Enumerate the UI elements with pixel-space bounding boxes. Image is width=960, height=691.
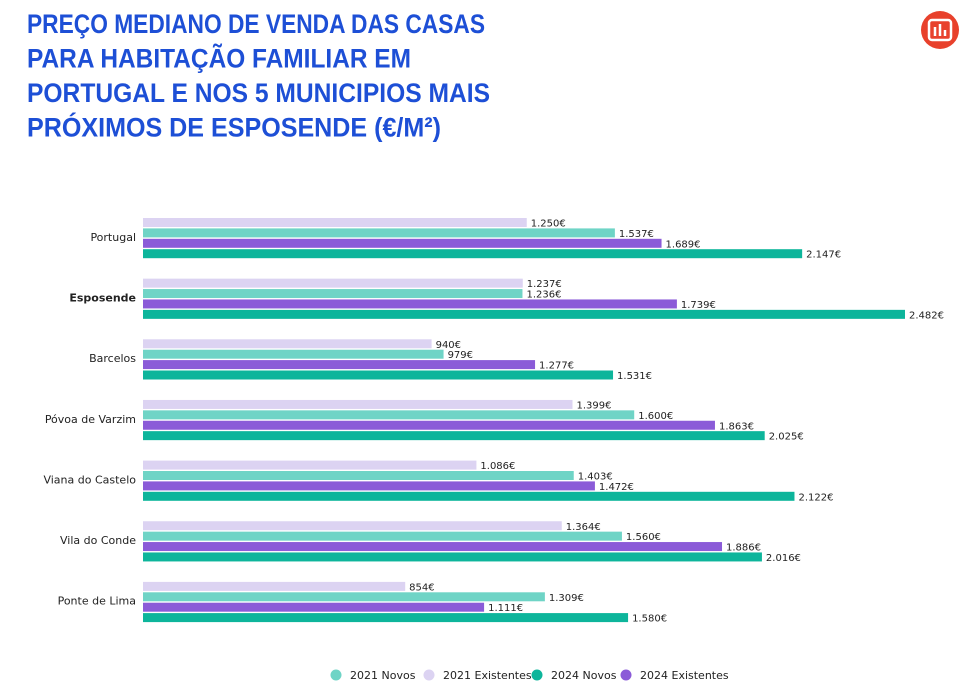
value-label: 1.309€: [549, 593, 584, 604]
value-label: 1.863€: [719, 421, 754, 432]
bar: [143, 542, 723, 552]
bar: [143, 309, 905, 319]
value-label: 1.886€: [726, 543, 761, 554]
value-label: 1.086€: [480, 461, 515, 472]
bar: [143, 491, 795, 501]
bar: [143, 349, 444, 359]
legend-marker: [423, 669, 435, 681]
bar: [143, 420, 715, 430]
bar: [143, 299, 677, 309]
value-label: 1.472€: [599, 482, 634, 493]
bar: [143, 481, 595, 491]
bar: [143, 370, 614, 380]
bar: [143, 289, 523, 299]
category-label: Barcelos: [89, 352, 136, 365]
value-label: 1.560€: [626, 532, 661, 543]
value-label: 1.600€: [638, 411, 673, 422]
bar: [143, 602, 485, 612]
category-label: Esposende: [69, 291, 136, 304]
bar: [143, 471, 574, 480]
value-label: 1.236€: [526, 290, 561, 301]
chart-title: PREÇO MEDIANO DE VENDA DAS CASAS: [27, 9, 485, 39]
chart-title: PARA HABITAÇÃO FAMILIAR EM: [27, 43, 411, 74]
legend-label: 2021 Novos: [350, 669, 416, 682]
value-label: 1.689€: [666, 239, 701, 250]
bar: [143, 431, 765, 441]
bar: [143, 399, 573, 409]
category-label: Portugal: [90, 231, 136, 244]
value-label: 1.739€: [681, 300, 716, 311]
value-label: 1.111€: [488, 603, 523, 614]
category-label: Ponte de Lima: [58, 595, 136, 608]
bar: [143, 228, 615, 238]
value-label: 1.250€: [531, 219, 566, 230]
category-label: Vila do Conde: [60, 534, 136, 547]
value-label: 940€: [436, 340, 461, 351]
category-label: Viana do Castelo: [43, 473, 136, 486]
value-label: 1.403€: [578, 472, 613, 483]
value-label: 2.482€: [909, 310, 944, 321]
legend-label: 2024 Novos: [551, 669, 617, 682]
bar: [143, 581, 406, 591]
value-label: 1.399€: [577, 400, 612, 411]
value-label: 1.277€: [539, 361, 574, 372]
category-label: Póvoa de Varzim: [45, 413, 136, 426]
value-label: 2.122€: [798, 492, 833, 503]
value-label: 854€: [409, 582, 434, 593]
logo: [921, 11, 959, 49]
value-label: 2.016€: [766, 553, 801, 564]
value-label: 1.531€: [617, 371, 652, 382]
legend-label: 2021 Existentes: [443, 669, 532, 682]
value-label: 1.364€: [566, 522, 601, 533]
bar: [143, 531, 622, 541]
bar: [143, 238, 662, 248]
bar: [143, 460, 477, 470]
value-label: 1.537€: [619, 229, 654, 240]
bar: [143, 613, 629, 623]
chart-title: PRÓXIMOS DE ESPOSENDE (€/M²): [27, 112, 441, 143]
bar: [143, 410, 635, 420]
bar: [143, 521, 562, 531]
legend-marker: [531, 669, 543, 681]
legend-label: 2024 Existentes: [640, 669, 729, 682]
bar: [143, 592, 545, 602]
legend-marker: [620, 669, 632, 681]
value-label: 979€: [448, 350, 473, 361]
value-label: 2.025€: [769, 432, 804, 443]
value-label: 1.237€: [527, 279, 562, 290]
value-label: 1.580€: [632, 614, 667, 625]
bar: [143, 249, 803, 259]
bar: [143, 278, 523, 288]
bar: [143, 339, 432, 349]
chart-title: PORTUGAL E NOS 5 MUNICIPIOS MAIS: [27, 78, 490, 108]
bar: [143, 552, 762, 562]
value-label: 2.147€: [806, 250, 841, 261]
bar: [143, 360, 536, 370]
legend-marker: [330, 669, 342, 681]
bar: [143, 218, 527, 227]
